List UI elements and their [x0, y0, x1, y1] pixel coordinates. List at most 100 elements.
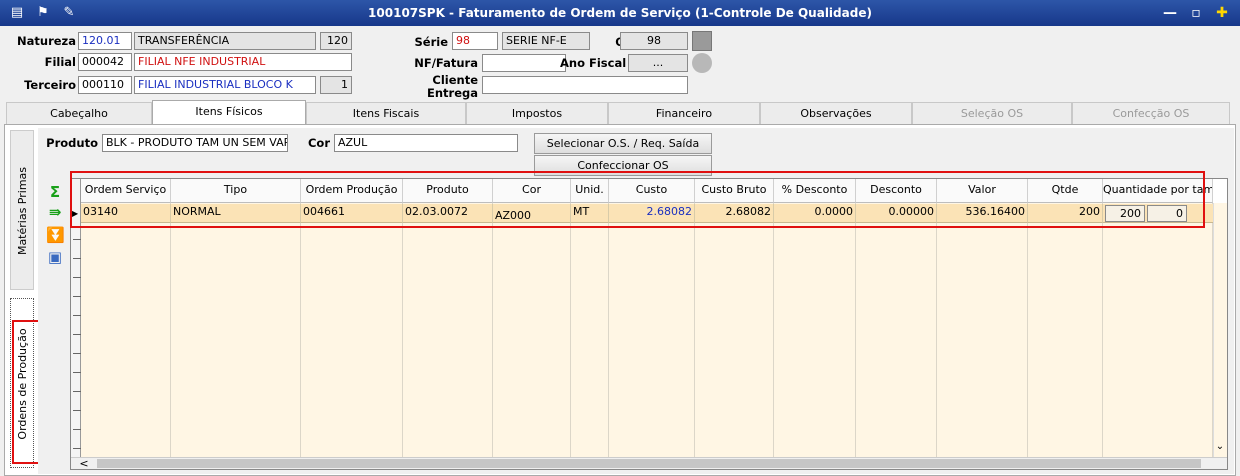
grid-body-column: [774, 203, 856, 457]
input: 98: [620, 32, 688, 50]
row-tick: [73, 239, 81, 240]
vertical-scrollbar[interactable]: [1213, 203, 1227, 457]
grid-cell[interactable]: MT: [571, 204, 609, 223]
column-header[interactable]: Quantidade por taman: [1103, 179, 1213, 203]
column-header[interactable]: Tipo: [171, 179, 301, 203]
toolbar-icon[interactable]: ⏬: [46, 226, 64, 244]
row-tick: [73, 277, 81, 278]
input[interactable]: BLK - PRODUTO TAM UN SEM VARIA C: [102, 134, 288, 152]
size-quantity-cell[interactable]: 0: [1147, 205, 1187, 222]
row-tick: [73, 429, 81, 430]
grid-body-column: [403, 203, 493, 457]
toolbar-icon[interactable]: ✎: [63, 5, 75, 20]
tab[interactable]: Financeiro: [608, 102, 760, 124]
scroll-arrow[interactable]: ⌄: [1215, 441, 1225, 452]
window-button[interactable]: —: [1163, 5, 1177, 21]
grid-body-column: [493, 203, 571, 457]
label: Cor: [307, 136, 330, 150]
highlight: [12, 320, 40, 464]
grid-cell[interactable]: NORMAL: [171, 204, 301, 223]
grid-cell[interactable]: 0.00000: [856, 204, 937, 223]
column-header[interactable]: Qtde: [1028, 179, 1103, 203]
column-header[interactable]: Unid.: [571, 179, 609, 203]
label: Ano Fiscal: [560, 56, 626, 70]
highlight: [70, 171, 1205, 228]
row-tick: [73, 315, 81, 316]
column-header[interactable]: Cor: [493, 179, 571, 203]
window-title: 100107SPK - Faturamento de Ordem de Serv…: [368, 6, 872, 20]
tab[interactable]: Itens Fiscais: [306, 102, 466, 124]
input[interactable]: [482, 54, 566, 72]
grid-body-column: [856, 203, 937, 457]
grid-body-column: [81, 203, 171, 457]
square-button[interactable]: [692, 31, 712, 51]
side-tab[interactable]: Matérias Primas: [10, 130, 34, 290]
row-tick: [73, 372, 81, 373]
column-header[interactable]: Produto: [403, 179, 493, 203]
grid-cell[interactable]: 2.68082: [695, 204, 774, 223]
tab[interactable]: Cabeçalho: [6, 102, 152, 124]
row-tick: [73, 391, 81, 392]
input: 1: [320, 76, 352, 94]
scroll-arrow[interactable]: <: [79, 457, 89, 470]
tab[interactable]: Impostos: [466, 102, 608, 124]
row-tick: [73, 296, 81, 297]
size-quantity-cell[interactable]: 200: [1105, 205, 1145, 222]
grid-body-column: [301, 203, 403, 457]
row-indicator-column: [71, 179, 81, 457]
grid-body-column: [609, 203, 695, 457]
row-pointer: ▶: [72, 209, 79, 218]
status-icon: [692, 53, 712, 73]
grid-body-column: [571, 203, 609, 457]
label: Filial: [44, 55, 76, 69]
grid-body-column: [1103, 203, 1213, 457]
input[interactable]: [482, 76, 688, 94]
button[interactable]: Confeccionar OS: [534, 155, 712, 176]
label: Produto: [46, 136, 98, 150]
input[interactable]: AZUL: [334, 134, 518, 152]
column-header[interactable]: Valor: [937, 179, 1028, 203]
grid-cell[interactable]: 2.68082: [609, 204, 695, 223]
window-button[interactable]: ✚: [1216, 5, 1228, 21]
column-header[interactable]: Ordem Produção: [301, 179, 403, 203]
input[interactable]: 98: [452, 32, 498, 50]
tab[interactable]: Observações: [760, 102, 912, 124]
column-header[interactable]: Custo Bruto: [695, 179, 774, 203]
column-header[interactable]: Ordem Serviço: [81, 179, 171, 203]
toolbar-icon[interactable]: ▣: [47, 248, 63, 266]
tab[interactable]: Itens Físicos: [152, 100, 306, 125]
window-button[interactable]: ▫: [1191, 5, 1201, 21]
label: Natureza: [17, 34, 76, 48]
row-tick: [73, 410, 81, 411]
input[interactable]: 120.01: [78, 32, 132, 50]
toolbar-icon[interactable]: ▤: [10, 5, 24, 20]
toolbar-icon[interactable]: ⚑: [37, 5, 49, 20]
toolbar-icon[interactable]: Σ: [49, 183, 61, 201]
row-tick: [73, 334, 81, 335]
input: SERIE NF-E: [502, 32, 590, 50]
column-header[interactable]: Custo: [609, 179, 695, 203]
input[interactable]: 000110: [78, 76, 132, 94]
input: FILIAL NFE INDUSTRIAL: [134, 53, 352, 71]
grid-cell[interactable]: 536.16400: [937, 204, 1028, 223]
grid-cell[interactable]: 02.03.0072: [403, 204, 493, 223]
label: Série: [414, 35, 449, 49]
column-header[interactable]: % Desconto: [774, 179, 856, 203]
label: Cliente: [432, 73, 478, 87]
button[interactable]: Selecionar O.S. / Req. Saída: [534, 133, 712, 154]
grid-cell[interactable]: 0.0000: [774, 204, 856, 223]
grid-cell[interactable]: 03140: [81, 204, 171, 223]
column-header[interactable]: Desconto: [856, 179, 937, 203]
side-tab-label: Matérias Primas: [16, 166, 29, 256]
toolbar-icon[interactable]: ⇛: [48, 203, 62, 221]
input: TRANSFERÊNCIA: [134, 32, 316, 50]
input: ...: [628, 54, 688, 72]
input[interactable]: 000042: [78, 53, 132, 71]
grid-cell[interactable]: 004661: [301, 204, 403, 223]
grid-cell[interactable]: AZ000: [493, 204, 571, 223]
grid-body-column: [1028, 203, 1103, 457]
input: 120: [320, 32, 352, 50]
grid-cell[interactable]: 200: [1028, 204, 1103, 223]
side-tab[interactable]: Ordens de Produção: [10, 298, 34, 468]
